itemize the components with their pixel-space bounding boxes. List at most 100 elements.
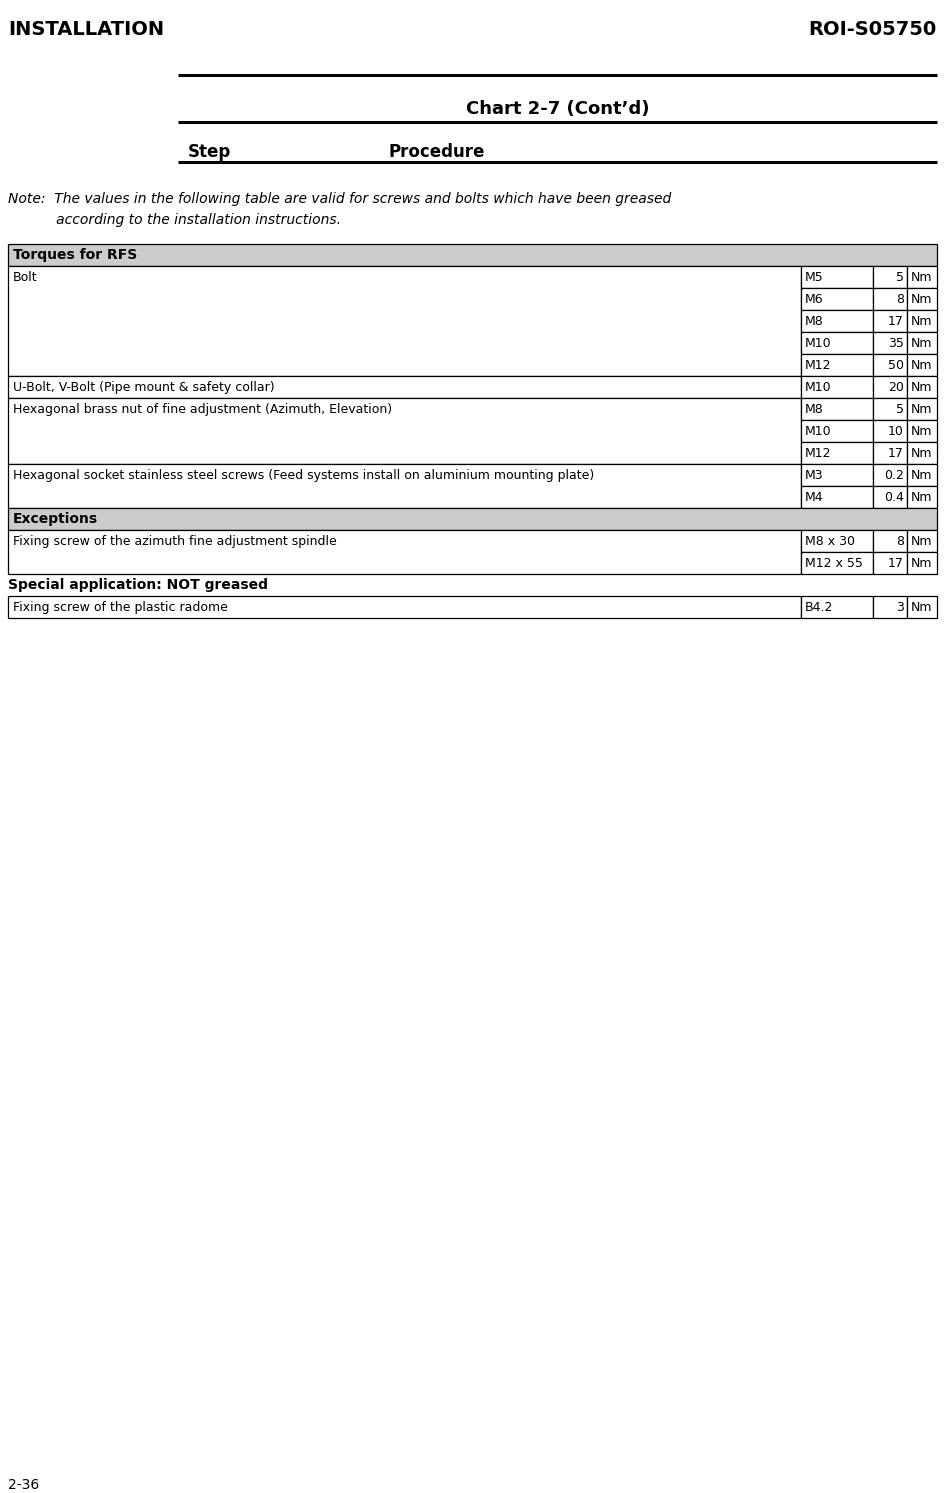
Text: Nm: Nm	[910, 491, 932, 505]
Text: Hexagonal brass nut of fine adjustment (Azimuth, Elevation): Hexagonal brass nut of fine adjustment (…	[13, 403, 392, 417]
Text: Note:  The values in the following table are valid for screws and bolts which ha: Note: The values in the following table …	[8, 193, 670, 206]
Bar	[906, 266, 936, 288]
Bar	[906, 420, 936, 442]
Text: 35: 35	[887, 337, 903, 349]
Text: 2-36: 2-36	[8, 1478, 40, 1492]
Text: U-Bolt, V-Bolt (Pipe mount & safety collar): U-Bolt, V-Bolt (Pipe mount & safety coll…	[13, 381, 275, 394]
Bar	[906, 464, 936, 487]
Text: 0.4: 0.4	[884, 491, 903, 505]
Bar	[801, 399, 872, 420]
Bar	[8, 508, 936, 530]
Text: Fixing screw of the azimuth fine adjustment spindle: Fixing screw of the azimuth fine adjustm…	[13, 534, 336, 548]
Text: 8: 8	[895, 534, 903, 548]
Text: Nm: Nm	[910, 358, 932, 372]
Bar	[801, 487, 872, 508]
Text: M3: M3	[804, 469, 823, 482]
Bar	[801, 354, 872, 376]
Text: 10: 10	[887, 426, 903, 437]
Text: Nm: Nm	[910, 315, 932, 328]
Text: Nm: Nm	[910, 469, 932, 482]
Text: ROI-S05750: ROI-S05750	[808, 19, 936, 39]
Bar	[872, 487, 906, 508]
Bar	[801, 288, 872, 311]
Bar	[801, 311, 872, 331]
Text: Special application: NOT greased: Special application: NOT greased	[8, 578, 268, 593]
Text: Nm: Nm	[910, 272, 932, 284]
Bar	[872, 331, 906, 354]
Bar	[906, 596, 936, 618]
Text: 17: 17	[887, 446, 903, 460]
Bar	[8, 530, 801, 573]
Text: M12: M12	[804, 446, 831, 460]
Bar	[801, 464, 872, 487]
Text: 5: 5	[895, 272, 903, 284]
Text: Nm: Nm	[910, 381, 932, 394]
Bar	[801, 596, 872, 618]
Bar	[872, 311, 906, 331]
Bar	[872, 530, 906, 552]
Bar	[906, 376, 936, 399]
Bar	[8, 399, 801, 464]
Bar	[801, 331, 872, 354]
Text: Nm: Nm	[910, 337, 932, 349]
Text: Bolt: Bolt	[13, 272, 38, 284]
Bar	[906, 354, 936, 376]
Bar	[872, 288, 906, 311]
Bar	[906, 552, 936, 573]
Bar	[872, 354, 906, 376]
Bar	[872, 552, 906, 573]
Text: 0.2: 0.2	[884, 469, 903, 482]
Text: Fixing screw of the plastic radome: Fixing screw of the plastic radome	[13, 602, 228, 614]
Text: Nm: Nm	[910, 426, 932, 437]
Text: Procedure: Procedure	[388, 143, 484, 161]
Text: Exceptions: Exceptions	[13, 512, 98, 526]
Bar	[872, 399, 906, 420]
Text: 17: 17	[887, 315, 903, 328]
Text: Nm: Nm	[910, 534, 932, 548]
Bar	[872, 420, 906, 442]
Text: Nm: Nm	[910, 602, 932, 614]
Text: Chart 2-7 (Cont’d): Chart 2-7 (Cont’d)	[465, 100, 649, 118]
Bar	[8, 243, 936, 266]
Bar	[906, 442, 936, 464]
Bar	[872, 376, 906, 399]
Bar	[801, 420, 872, 442]
Bar	[8, 266, 801, 376]
Text: M10: M10	[804, 381, 831, 394]
Bar	[801, 442, 872, 464]
Bar	[872, 266, 906, 288]
Bar	[801, 552, 872, 573]
Bar	[906, 288, 936, 311]
Text: Nm: Nm	[910, 403, 932, 417]
Text: M5: M5	[804, 272, 823, 284]
Text: Hexagonal socket stainless steel screws (Feed systems install on aluminium mount: Hexagonal socket stainless steel screws …	[13, 469, 594, 482]
Text: M8: M8	[804, 403, 823, 417]
Text: M6: M6	[804, 293, 823, 306]
Text: M8: M8	[804, 315, 823, 328]
Text: M10: M10	[804, 337, 831, 349]
Bar	[8, 596, 801, 618]
Text: 8: 8	[895, 293, 903, 306]
Bar	[801, 266, 872, 288]
Bar	[8, 464, 801, 508]
Bar	[906, 311, 936, 331]
Text: 50: 50	[887, 358, 903, 372]
Text: INSTALLATION: INSTALLATION	[8, 19, 164, 39]
Text: M8 x 30: M8 x 30	[804, 534, 854, 548]
Text: 3: 3	[895, 602, 903, 614]
Bar	[906, 331, 936, 354]
Text: Nm: Nm	[910, 557, 932, 570]
Text: Torques for RFS: Torques for RFS	[13, 248, 137, 261]
Text: M12 x 55: M12 x 55	[804, 557, 862, 570]
Bar	[801, 530, 872, 552]
Bar	[906, 487, 936, 508]
Text: 5: 5	[895, 403, 903, 417]
Bar	[8, 376, 801, 399]
Text: B4.2: B4.2	[804, 602, 833, 614]
Bar	[906, 530, 936, 552]
Bar	[801, 376, 872, 399]
Bar	[872, 464, 906, 487]
Text: Nm: Nm	[910, 446, 932, 460]
Text: M12: M12	[804, 358, 831, 372]
Bar	[872, 442, 906, 464]
